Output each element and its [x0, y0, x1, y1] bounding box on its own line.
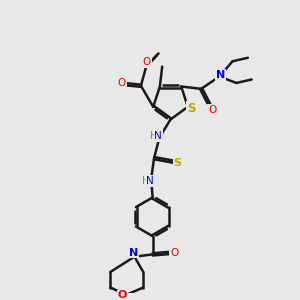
Text: O: O [170, 248, 178, 258]
Text: N: N [146, 176, 154, 186]
Text: O: O [208, 105, 217, 115]
Text: O: O [117, 78, 126, 88]
Text: H: H [150, 131, 157, 141]
Text: O: O [143, 57, 151, 67]
Text: N: N [216, 70, 225, 80]
Text: S: S [174, 158, 182, 168]
Text: N: N [154, 131, 162, 141]
Text: O: O [117, 290, 127, 300]
Text: N: N [129, 248, 139, 258]
Text: S: S [187, 102, 196, 115]
Text: H: H [142, 176, 149, 186]
